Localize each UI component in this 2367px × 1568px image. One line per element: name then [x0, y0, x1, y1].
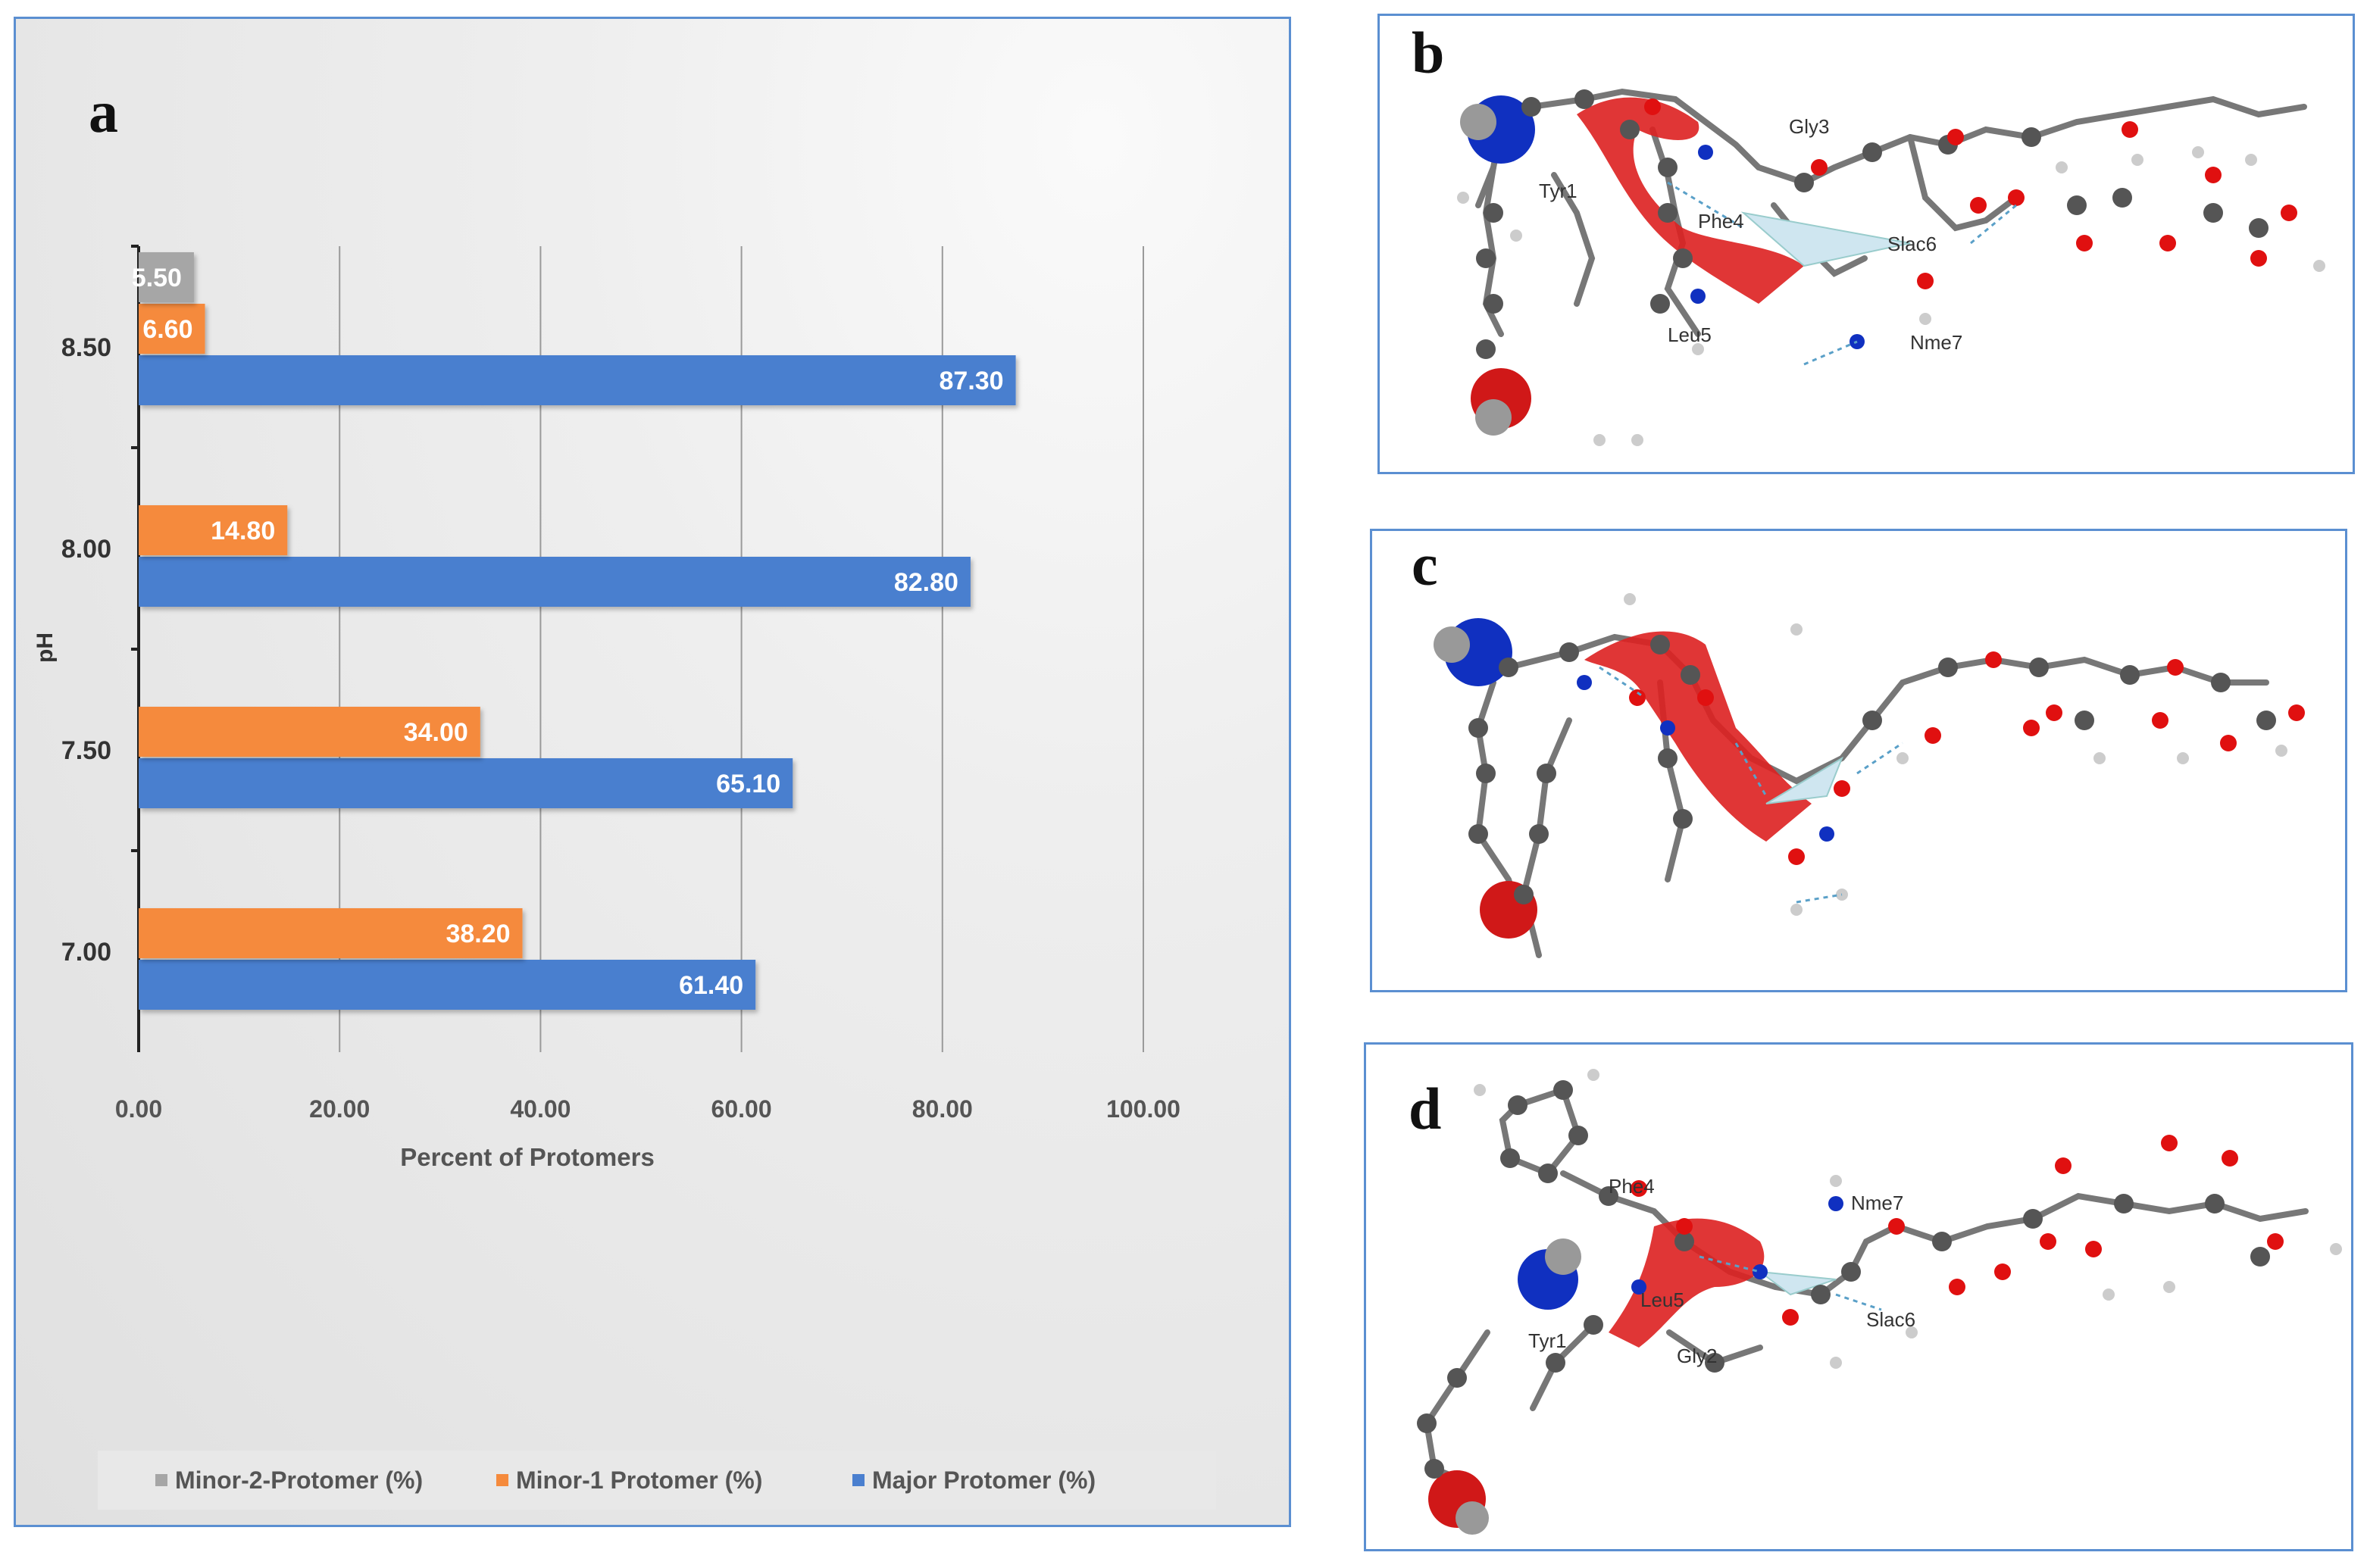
molecule-panel-d: d — [1364, 1042, 2353, 1551]
residue-label: Tyr1 — [1528, 1329, 1567, 1352]
legend-swatch — [852, 1474, 865, 1486]
data-label: 65.10 — [716, 770, 780, 798]
bar — [139, 707, 480, 757]
bar — [139, 557, 971, 607]
data-label: 14.80 — [211, 517, 275, 545]
bar — [139, 960, 756, 1010]
legend-swatch — [155, 1474, 167, 1486]
residue-label: Phe4 — [1698, 210, 1744, 233]
bar — [139, 252, 194, 302]
data-label: 87.30 — [940, 367, 1004, 395]
bar-chart: 0.00 20.00 40.00 60.00 80.00 100.00 7.00 7.50 8.… — [33, 245, 1216, 1510]
data-label: 34.00 — [404, 718, 468, 747]
panel-label-b: b — [1412, 20, 1445, 86]
bar — [139, 304, 205, 354]
y-tick-label: 7.50 — [61, 736, 111, 765]
x-tick-label: 60.00 — [711, 1095, 772, 1123]
x-tick-label: 0.00 — [115, 1095, 162, 1123]
residue-label: Gly2 — [1677, 1345, 1717, 1367]
molecule-structure-d: Phe4 Nme7 Leu5 Slac6 Tyr1 Gly2 — [1417, 1069, 2342, 1535]
legend-label: Minor-2-Protomer (%) — [175, 1466, 423, 1494]
panel-label-c: c — [1412, 532, 1438, 598]
residue-label: Leu5 — [1668, 323, 1712, 346]
bar — [139, 758, 793, 808]
x-axis-title: Percent of Protomers — [400, 1143, 655, 1171]
panel-label-a: a — [89, 79, 118, 145]
y-tick-label: 8.50 — [61, 333, 111, 362]
data-label: 61.40 — [679, 971, 743, 1000]
data-label: 82.80 — [894, 568, 958, 597]
legend-swatch — [496, 1474, 508, 1486]
molecule-structure-b: Gly3 Tyr1 Phe4 Slac6 Leu5 Nme7 — [1457, 88, 2325, 446]
y-axis-title: pH — [33, 633, 58, 663]
x-tick-label: 20.00 — [309, 1095, 370, 1123]
residue-label: Tyr1 — [1539, 180, 1577, 202]
legend-label: Major Protomer (%) — [872, 1466, 1096, 1494]
molecule-structure-c — [1434, 593, 2305, 958]
data-label: 5.50 — [132, 264, 182, 292]
bar — [139, 505, 288, 555]
x-tick-label: 100.00 — [1106, 1095, 1180, 1123]
legend-box — [98, 1451, 1216, 1510]
residue-label: Phe4 — [1609, 1175, 1655, 1198]
data-label: 38.20 — [446, 920, 510, 948]
residue-label: Nme7 — [1851, 1192, 1903, 1214]
panel-label-d: d — [1409, 1076, 1442, 1142]
x-tick-label: 40.00 — [510, 1095, 571, 1123]
bar — [139, 908, 523, 958]
legend-label: Minor-1 Protomer (%) — [516, 1466, 762, 1494]
residue-label: Gly3 — [1789, 115, 1829, 138]
y-tick-label: 7.00 — [61, 938, 111, 967]
residue-label: Nme7 — [1910, 331, 1962, 354]
bar — [139, 355, 1016, 405]
x-tick-label: 80.00 — [912, 1095, 973, 1123]
data-label: 6.60 — [142, 315, 192, 344]
y-tick-label: 8.00 — [61, 535, 111, 564]
residue-label: Slac6 — [1866, 1308, 1915, 1331]
residue-label: Slac6 — [1887, 233, 1937, 255]
molecule-panel-b: b — [1377, 14, 2355, 474]
molecule-panel-c: c — [1370, 529, 2347, 992]
chart-panel-a: a 0.00 20.00 40.00 60.00 80.00 100.00 7.00 7.50… — [14, 17, 1291, 1527]
residue-label: Leu5 — [1640, 1288, 1684, 1311]
